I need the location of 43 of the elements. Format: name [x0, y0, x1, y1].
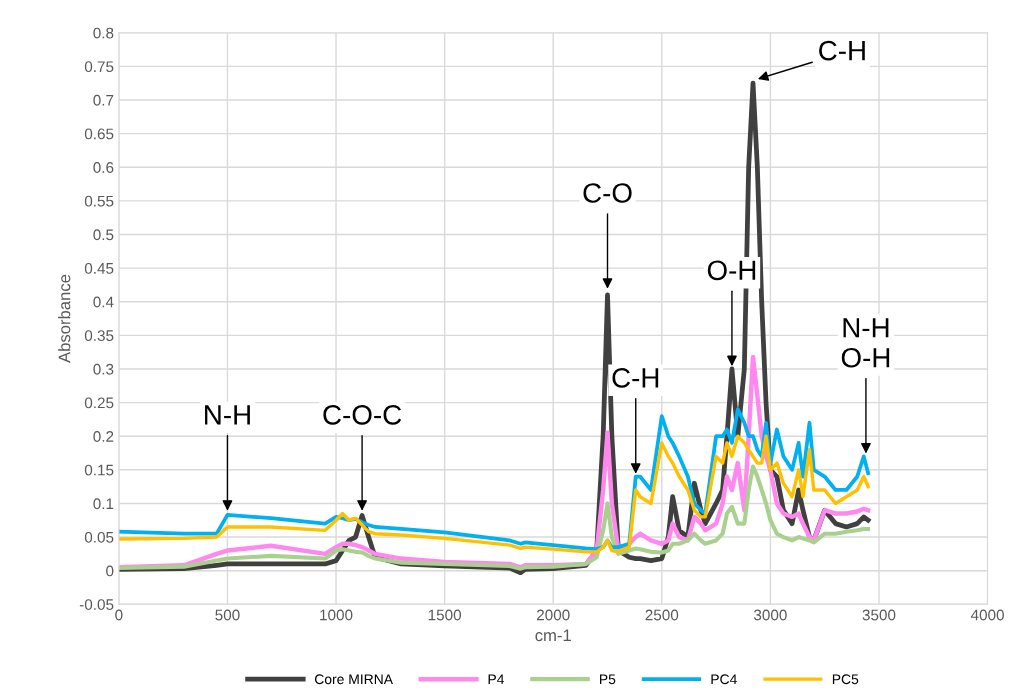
y-tick-label: 0.35: [84, 330, 114, 342]
annotation: C-H: [612, 368, 659, 388]
x-axis-title: cm-1: [535, 629, 571, 642]
y-axis-title: Absorbance: [58, 274, 71, 363]
x-tick-label: 1500: [428, 609, 462, 621]
annotation: O-H: [707, 260, 756, 281]
y-tick-label: -0.05: [79, 599, 114, 610]
legend-label: Core MIRNA: [315, 674, 393, 685]
legend-label: PC4: [711, 674, 737, 685]
y-tick-label: 0.65: [84, 128, 114, 140]
y-tick-label: 0.45: [84, 262, 114, 274]
y-tick-label: 0: [106, 565, 114, 577]
x-tick-label: 3500: [862, 609, 896, 621]
y-tick-label: 0.2: [93, 431, 114, 442]
annotation: C-O-C: [323, 405, 402, 425]
y-tick-label: 0.55: [84, 195, 114, 207]
y-tick-label: 0.6: [93, 162, 114, 173]
annotation: N-H: [205, 405, 250, 425]
y-tick-label: 0.3: [93, 363, 114, 375]
y-tick-label: 0.4: [93, 296, 114, 308]
y-tick-label: 0.7: [93, 94, 114, 106]
annotation: C-H: [819, 40, 865, 61]
x-tick-label: 4000: [970, 609, 1004, 621]
legend-label: PC5: [832, 674, 859, 685]
legend-label: P4: [488, 674, 505, 685]
x-tick-label: 2500: [645, 609, 679, 621]
y-tick-label: 0.15: [84, 464, 114, 476]
y-tick-label: 0.5: [93, 229, 114, 241]
line-series: [118, 464, 871, 571]
y-tick-label: 0.75: [84, 61, 114, 73]
annotation: C-O: [583, 183, 632, 203]
y-tick-label: 0.25: [84, 397, 114, 409]
x-tick-label: 1000: [320, 609, 353, 621]
y-tick-label: 0.1: [93, 498, 114, 510]
x-tick-label: 0: [115, 609, 123, 621]
line-series: [118, 434, 870, 554]
x-tick-label: 500: [215, 609, 240, 621]
x-tick-label: 2000: [536, 609, 570, 621]
y-tick-label: 0.05: [84, 531, 114, 543]
y-tick-label: 0.8: [93, 27, 114, 39]
x-tick-label: 3000: [753, 609, 787, 621]
legend-label: P5: [600, 674, 616, 685]
annotation: N-H O-H: [841, 318, 890, 368]
